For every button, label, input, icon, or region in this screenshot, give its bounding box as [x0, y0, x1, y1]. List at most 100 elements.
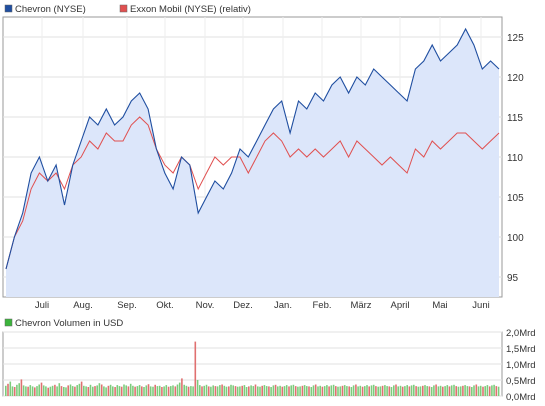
volume-bar	[165, 385, 168, 396]
volume-bar	[290, 385, 292, 396]
volume-bar	[422, 385, 424, 396]
volume-bar	[71, 386, 74, 396]
volume-bar	[285, 385, 288, 396]
volume-bar	[430, 387, 433, 396]
volume-bar	[466, 386, 469, 396]
volume-bar	[89, 384, 92, 396]
volume-bar	[138, 385, 141, 396]
volume-bar	[107, 385, 110, 396]
price-x-tick-label: April	[390, 300, 409, 311]
volume-bar	[234, 386, 237, 396]
volume-bar	[187, 386, 190, 396]
volume-bar	[437, 386, 440, 396]
legend-swatch-chevron	[4, 4, 13, 13]
volume-bar	[161, 387, 163, 396]
volume-bar	[388, 386, 391, 396]
volume-bar	[16, 384, 18, 396]
volume-bar	[141, 386, 143, 396]
volume-bar	[58, 383, 61, 396]
volume-bar	[29, 385, 32, 396]
volume-bar	[178, 382, 181, 396]
volume-bar	[252, 386, 255, 396]
volume-bar	[63, 387, 65, 396]
price-x-tick-label: Okt.	[156, 300, 173, 311]
volume-bar	[38, 384, 40, 396]
volume-bar	[228, 386, 230, 396]
volume-bar	[201, 386, 203, 396]
volume-bar	[428, 386, 431, 396]
volume-bar	[281, 386, 284, 396]
volume-bar	[116, 385, 119, 396]
volume-bar	[453, 384, 455, 396]
volume-bar	[51, 385, 54, 396]
volume-bars	[5, 341, 500, 396]
volume-bar	[435, 384, 437, 396]
volume-bar	[223, 385, 226, 396]
volume-y-tick-label: 0,5Mrd	[506, 376, 536, 387]
volume-bar	[194, 341, 197, 396]
volume-bar	[277, 386, 279, 396]
volume-bar	[323, 386, 326, 396]
volume-bar	[359, 385, 362, 396]
volume-bar	[18, 383, 20, 396]
volume-bar	[257, 386, 259, 396]
volume-bar	[120, 386, 123, 396]
price-y-tick-label: 100	[507, 233, 524, 244]
volume-grid	[3, 331, 502, 397]
volume-bar	[199, 385, 201, 396]
volume-bar	[491, 385, 493, 396]
volume-bar	[42, 385, 45, 396]
volume-bar	[210, 386, 212, 396]
legend-label-exxon: Exxon Mobil (NYSE) (relativ)	[130, 4, 251, 15]
exxon-line	[5, 116, 500, 270]
volume-bar	[134, 386, 136, 396]
volume-bar	[149, 386, 152, 396]
volume-bar	[288, 386, 290, 396]
volume-bar	[410, 385, 413, 396]
volume-bar	[145, 385, 148, 396]
volume-bar	[5, 385, 7, 396]
volume-bar	[415, 386, 417, 396]
volume-bar	[370, 385, 373, 396]
volume-bar	[417, 386, 420, 396]
volume-bar	[22, 385, 25, 396]
price-y-tick-label: 95	[507, 273, 519, 284]
volume-bar	[232, 385, 234, 396]
volume-bar	[259, 386, 261, 396]
legend-swatch-exxon	[119, 4, 128, 13]
volume-bar	[303, 385, 306, 396]
price-y-tick-label: 110	[507, 153, 523, 164]
volume-bar	[343, 385, 346, 396]
volume-bar	[495, 386, 498, 396]
volume-bar	[34, 387, 36, 396]
price-x-ticks: Juli Aug. Sep. Okt. Nov. Dez. Jan. Feb. März Apri…	[35, 300, 490, 311]
volume-bar	[69, 384, 72, 396]
volume-bar	[9, 381, 12, 396]
volume-bar	[13, 387, 16, 396]
volume-legend: Chevron Volumen in USD	[4, 318, 123, 329]
volume-bar	[190, 386, 192, 396]
price-x-tick-label: Dez.	[233, 300, 253, 311]
price-legend: Chevron (NYSE) Exxon Mobil (NYSE) (relat…	[4, 4, 251, 15]
volume-bar	[312, 385, 315, 396]
volume-bar	[96, 385, 98, 396]
volume-bar	[477, 386, 480, 396]
price-x-tick-label: Mai	[432, 300, 447, 311]
volume-y-tick-label: 0,0Mrd	[506, 392, 536, 401]
volume-bar	[118, 386, 121, 396]
volume-bar	[248, 386, 250, 396]
price-x-tick-label: Jan.	[274, 300, 292, 311]
volume-bar	[390, 387, 393, 396]
volume-bar	[488, 386, 491, 396]
volume-bar	[357, 386, 359, 396]
volume-bar	[47, 387, 49, 396]
volume-bar	[103, 386, 105, 396]
volume-bar	[444, 386, 446, 396]
volume-bar	[384, 385, 386, 396]
volume-bar	[112, 386, 114, 396]
volume-bar	[330, 385, 333, 396]
price-x-tick-label: Juni	[472, 300, 489, 311]
volume-bar	[424, 385, 426, 396]
volume-bar	[294, 386, 297, 396]
